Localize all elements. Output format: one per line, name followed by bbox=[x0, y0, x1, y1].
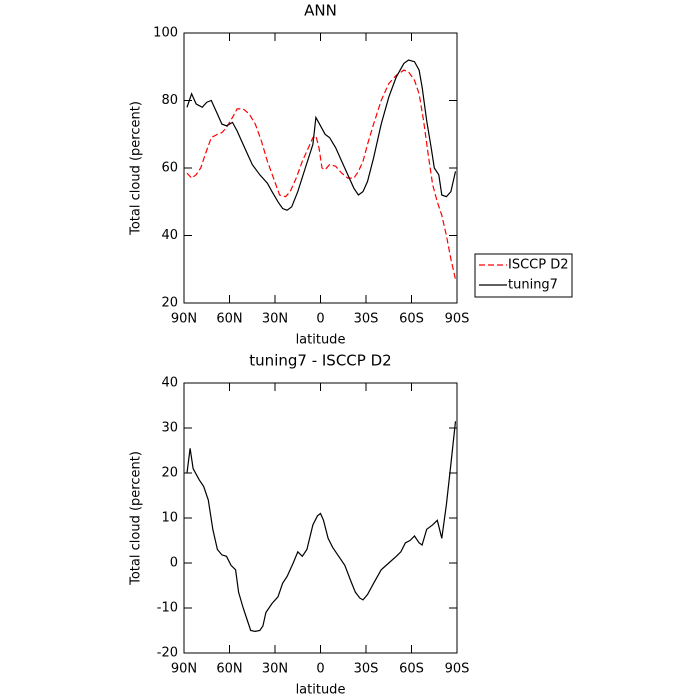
legend-label: ISCCP D2 bbox=[508, 258, 569, 273]
y-axis-label: Total cloud (percent) bbox=[129, 101, 144, 236]
legend-label: tuning7 bbox=[508, 278, 558, 293]
x-tick-label: 90S bbox=[445, 662, 470, 677]
y-tick-label: 40 bbox=[161, 228, 178, 243]
x-axis-label: latitude bbox=[296, 683, 346, 698]
legend-box bbox=[474, 253, 573, 298]
x-tick-label: 30N bbox=[262, 662, 288, 677]
x-axis-label: latitude bbox=[296, 333, 346, 348]
y-tick-label: 20 bbox=[161, 466, 178, 481]
x-tick-label: 90S bbox=[445, 312, 470, 327]
y-tick-label: -10 bbox=[157, 601, 178, 616]
plot-frame bbox=[183, 382, 458, 654]
chart-title: tuning7 - ISCCP D2 bbox=[249, 352, 391, 370]
data-line bbox=[186, 421, 457, 633]
plot-frame bbox=[183, 32, 458, 304]
x-tick-label: 0 bbox=[316, 662, 324, 677]
x-tick-label: 30S bbox=[354, 312, 379, 327]
y-tick-label: 40 bbox=[161, 376, 178, 391]
y-tick-label: 0 bbox=[170, 556, 178, 571]
chart-title: ANN bbox=[304, 2, 337, 20]
data-line bbox=[186, 69, 457, 280]
x-tick-label: 30S bbox=[354, 662, 379, 677]
x-tick-label: 30N bbox=[262, 312, 288, 327]
y-tick-label: 30 bbox=[161, 421, 178, 436]
x-tick-label: 60N bbox=[216, 662, 242, 677]
x-tick-label: 90N bbox=[171, 312, 197, 327]
y-tick-label: 20 bbox=[161, 296, 178, 311]
y-axis-label: Total cloud (percent) bbox=[129, 451, 144, 586]
y-tick-label: 100 bbox=[153, 26, 178, 41]
data-line bbox=[186, 59, 457, 211]
y-tick-label: 60 bbox=[161, 161, 178, 176]
y-tick-label: 10 bbox=[161, 511, 178, 526]
x-tick-label: 60S bbox=[399, 312, 424, 327]
y-tick-label: -20 bbox=[157, 646, 178, 661]
x-tick-label: 60S bbox=[399, 662, 424, 677]
y-tick-label: 80 bbox=[161, 93, 178, 108]
x-tick-label: 60N bbox=[216, 312, 242, 327]
x-tick-label: 90N bbox=[171, 662, 197, 677]
x-tick-label: 0 bbox=[316, 312, 324, 327]
